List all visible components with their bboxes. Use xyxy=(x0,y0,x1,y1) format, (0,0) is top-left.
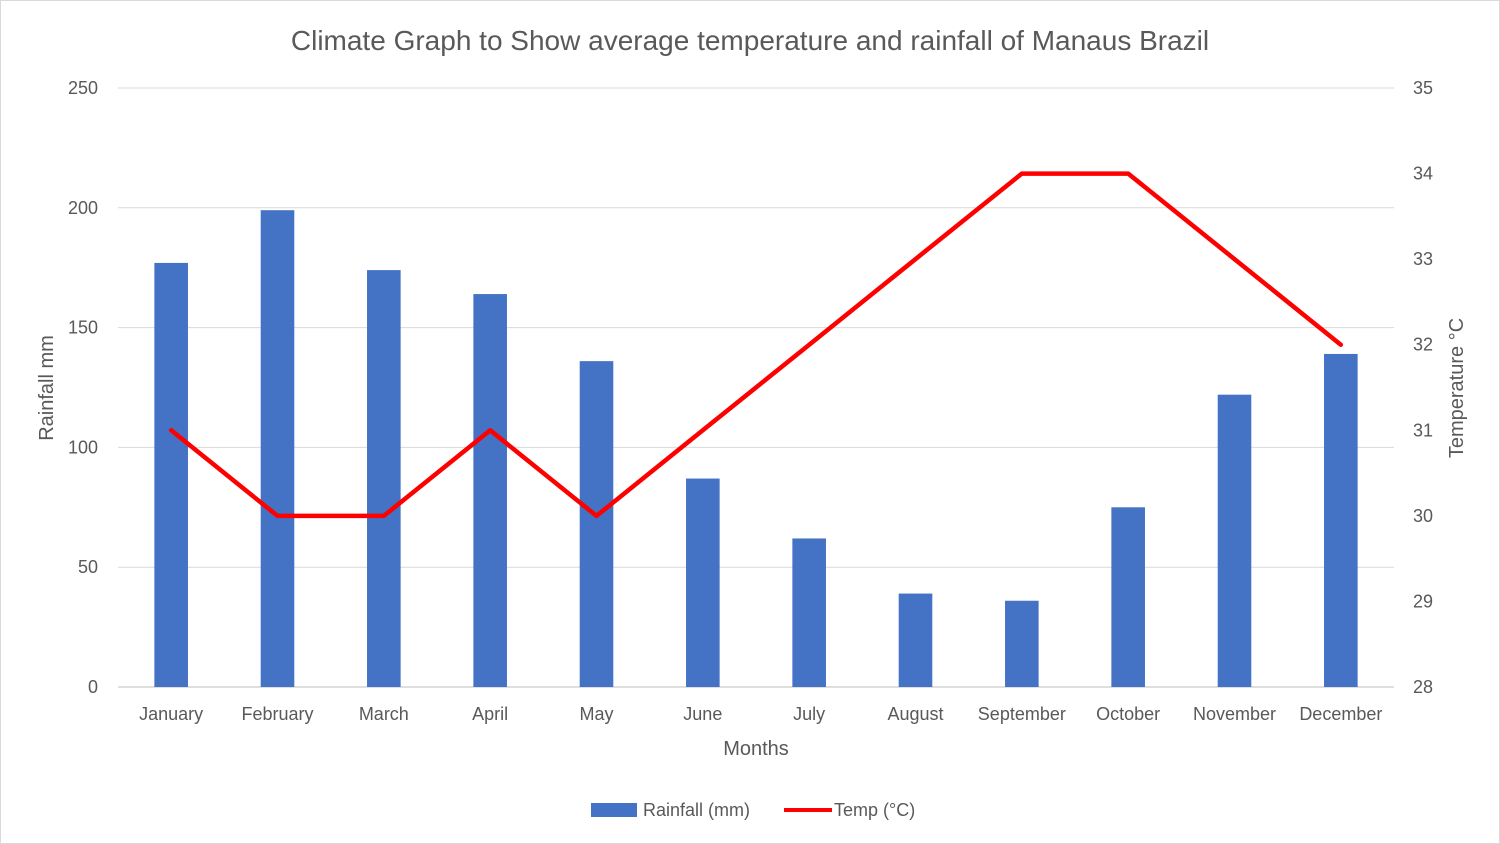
y-tick-label: 150 xyxy=(68,318,98,338)
x-axis-label: Months xyxy=(723,738,789,760)
y-tick-label: 50 xyxy=(78,557,98,577)
rainfall-bar xyxy=(1005,600,1039,687)
y2-tick-label: 30 xyxy=(1413,506,1433,526)
x-tick-label: February xyxy=(241,704,313,724)
y-tick-label: 100 xyxy=(68,437,98,457)
rainfall-bar xyxy=(1217,394,1252,687)
rainfall-bars xyxy=(154,210,1358,688)
legend-temp-label: Temp (°C) xyxy=(834,800,915,820)
y-tick-label: 200 xyxy=(68,198,98,218)
rainfall-bar xyxy=(367,270,401,687)
rainfall-bar xyxy=(898,593,933,687)
y2-tick-label: 28 xyxy=(1413,677,1433,697)
y2-axis-label: Temperature °C xyxy=(1446,318,1468,458)
x-tick-label: July xyxy=(793,704,825,724)
rainfall-bar xyxy=(792,538,826,687)
gridlines xyxy=(118,87,1394,688)
x-axis-ticks: January February March April May June July Augu… xyxy=(139,704,1382,724)
rainfall-bar xyxy=(579,361,614,687)
rainfall-bar xyxy=(473,294,507,687)
temperature-line xyxy=(168,171,1344,519)
rainfall-bar xyxy=(1111,507,1145,687)
y-axis-label: Rainfall mm xyxy=(36,335,58,441)
x-tick-label: June xyxy=(683,704,722,724)
rainfall-bar xyxy=(154,262,188,687)
y-axis-ticks: 0 50 100 150 200 250 xyxy=(68,78,98,697)
y2-tick-label: 33 xyxy=(1413,249,1433,269)
x-tick-label: September xyxy=(978,704,1066,724)
x-tick-label: March xyxy=(359,704,409,724)
y2-tick-label: 32 xyxy=(1413,335,1433,355)
y2-tick-label: 31 xyxy=(1413,420,1433,440)
y-tick-label: 250 xyxy=(68,78,98,98)
y2-tick-label: 29 xyxy=(1413,591,1433,611)
temperature-line-layer xyxy=(168,171,1344,519)
chart-title: Climate Graph to Show average temperatur… xyxy=(291,25,1209,56)
x-tick-label: November xyxy=(1193,704,1276,724)
rainfall-bar xyxy=(260,210,295,688)
x-tick-label: April xyxy=(472,704,508,724)
x-tick-label: October xyxy=(1096,704,1160,724)
x-tick-label: January xyxy=(139,704,203,724)
y2-tick-label: 34 xyxy=(1413,164,1433,184)
x-tick-label: August xyxy=(887,704,943,724)
legend-rainfall-swatch xyxy=(591,803,637,817)
rainfall-bar xyxy=(1324,353,1358,687)
legend: Rainfall (mm) Temp (°C) xyxy=(591,800,915,820)
x-tick-label: May xyxy=(579,704,613,724)
y2-axis-ticks: 28 29 30 31 32 33 34 35 xyxy=(1413,78,1433,697)
y-tick-label: 0 xyxy=(88,677,98,697)
y2-tick-label: 35 xyxy=(1413,78,1433,98)
rainfall-bar xyxy=(686,478,720,687)
legend-rainfall-label: Rainfall (mm) xyxy=(643,800,750,820)
x-tick-label: December xyxy=(1299,704,1382,724)
